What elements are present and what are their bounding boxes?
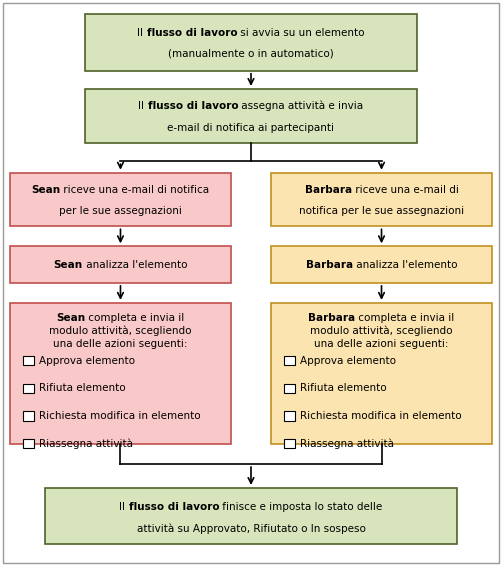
FancyBboxPatch shape	[23, 384, 34, 393]
Text: completa e invia il: completa e invia il	[355, 312, 454, 323]
Text: Approva elemento: Approva elemento	[299, 356, 395, 366]
Text: Il: Il	[119, 501, 128, 512]
FancyBboxPatch shape	[271, 246, 491, 283]
FancyBboxPatch shape	[271, 303, 491, 444]
Text: Barbara: Barbara	[305, 260, 352, 269]
FancyBboxPatch shape	[23, 411, 34, 421]
FancyBboxPatch shape	[283, 384, 294, 393]
Text: Rifiuta elemento: Rifiuta elemento	[299, 383, 386, 393]
Text: flusso di lavoro: flusso di lavoro	[147, 101, 238, 111]
Text: flusso di lavoro: flusso di lavoro	[146, 28, 236, 38]
Text: (manualmente o in automatico): (manualmente o in automatico)	[168, 49, 333, 59]
Text: una delle azioni seguenti:: una delle azioni seguenti:	[314, 339, 448, 349]
Text: Sean: Sean	[54, 260, 83, 269]
Text: Sean: Sean	[56, 312, 85, 323]
Text: Rifiuta elemento: Rifiuta elemento	[39, 383, 125, 393]
Text: si avvia su un elemento: si avvia su un elemento	[236, 28, 364, 38]
FancyBboxPatch shape	[23, 439, 34, 448]
FancyBboxPatch shape	[45, 488, 456, 544]
Text: notifica per le sue assegnazioni: notifica per le sue assegnazioni	[299, 207, 463, 216]
FancyBboxPatch shape	[23, 357, 34, 366]
FancyBboxPatch shape	[283, 439, 294, 448]
Text: finisce e imposta lo stato delle: finisce e imposta lo stato delle	[219, 501, 382, 512]
Text: e-mail di notifica ai partecipanti: e-mail di notifica ai partecipanti	[167, 123, 334, 132]
Text: assegna attività e invia: assegna attività e invia	[238, 101, 363, 112]
FancyBboxPatch shape	[271, 173, 491, 226]
Text: modulo attività, scegliendo: modulo attività, scegliendo	[49, 326, 191, 336]
Text: Riassegna attività: Riassegna attività	[39, 438, 132, 449]
Text: analizza l'elemento: analizza l'elemento	[83, 260, 187, 269]
FancyBboxPatch shape	[85, 14, 416, 71]
Text: per le sue assegnazioni: per le sue assegnazioni	[59, 207, 181, 216]
FancyBboxPatch shape	[10, 173, 230, 226]
Text: flusso di lavoro: flusso di lavoro	[128, 501, 219, 512]
Text: Richiesta modifica in elemento: Richiesta modifica in elemento	[39, 411, 200, 421]
Text: una delle azioni seguenti:: una delle azioni seguenti:	[53, 339, 187, 349]
Text: Approva elemento: Approva elemento	[39, 356, 134, 366]
Text: Sean: Sean	[31, 185, 60, 195]
Text: modulo attività, scegliendo: modulo attività, scegliendo	[310, 326, 452, 336]
Text: Barbara: Barbara	[308, 312, 355, 323]
FancyBboxPatch shape	[85, 89, 416, 143]
Text: attività su Approvato, Rifiutato o In sospeso: attività su Approvato, Rifiutato o In so…	[136, 524, 365, 534]
FancyBboxPatch shape	[10, 246, 230, 283]
Text: Barbara: Barbara	[304, 185, 351, 195]
Text: analizza l'elemento: analizza l'elemento	[352, 260, 456, 269]
Text: Riassegna attività: Riassegna attività	[299, 438, 393, 449]
FancyBboxPatch shape	[283, 357, 294, 366]
FancyBboxPatch shape	[283, 411, 294, 421]
Text: riceve una e-mail di notifica: riceve una e-mail di notifica	[60, 185, 209, 195]
Text: Richiesta modifica in elemento: Richiesta modifica in elemento	[299, 411, 460, 421]
Text: Il: Il	[137, 28, 146, 38]
FancyBboxPatch shape	[10, 303, 230, 444]
Text: Il: Il	[138, 101, 147, 111]
Text: riceve una e-mail di: riceve una e-mail di	[351, 185, 457, 195]
Text: completa e invia il: completa e invia il	[85, 312, 184, 323]
